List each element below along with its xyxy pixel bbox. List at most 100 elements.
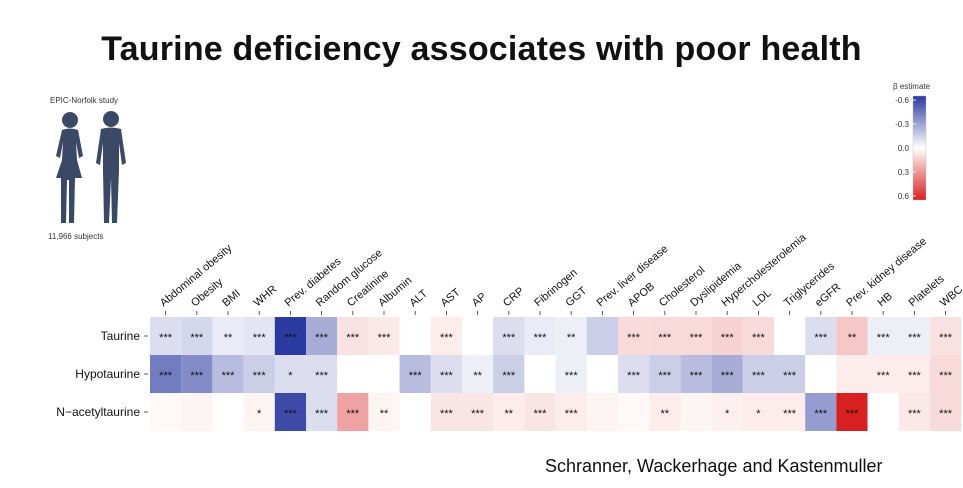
row-labels: Taurine Hypotaurine N−acetyltaurine xyxy=(56,329,148,419)
heatmap-cell xyxy=(274,317,306,355)
heatmap-cell xyxy=(711,355,743,393)
heatmap-cell xyxy=(243,355,275,393)
significance-label: *** xyxy=(534,408,548,420)
significance-label: *** xyxy=(284,408,298,420)
significance-label: * xyxy=(257,408,262,420)
legend-tick-label: -0.6 xyxy=(895,96,909,105)
column-label-hb: HB xyxy=(875,290,894,309)
heatmap-cell xyxy=(649,393,681,431)
heatmap-cell xyxy=(493,393,525,431)
heatmap-cell xyxy=(462,317,494,355)
female-figure-icon xyxy=(56,112,83,223)
significance-label: * xyxy=(725,408,730,420)
heatmap-cell xyxy=(306,355,338,393)
heatmap-cell xyxy=(274,355,306,393)
significance-label: ** xyxy=(224,332,233,344)
significance-label: *** xyxy=(877,332,891,344)
heatmap-cell xyxy=(836,317,868,355)
significance-label: *** xyxy=(502,332,516,344)
significance-label: *** xyxy=(409,370,423,382)
heatmap-cell xyxy=(805,393,837,431)
heatmap-cell xyxy=(774,317,806,355)
heatmap-cell xyxy=(774,393,806,431)
heatmap-cell xyxy=(524,393,556,431)
heatmap-cells: *** *** ** *** *** *** *** *** *** *** *** ** *** ***… xyxy=(150,317,962,431)
heatmap-cell xyxy=(337,393,369,431)
heatmap-cell xyxy=(836,393,868,431)
male-figure-icon xyxy=(96,111,126,223)
subjects-count: 11,966 subjects xyxy=(48,232,104,241)
heatmap-cell xyxy=(586,393,618,431)
row-label-taurine: Taurine xyxy=(101,329,141,343)
significance-label: *** xyxy=(721,332,735,344)
people-icon xyxy=(56,111,126,223)
significance-label: *** xyxy=(346,332,360,344)
heatmap-cell xyxy=(181,393,213,431)
heatmap-cell xyxy=(430,317,462,355)
heatmap-cell xyxy=(898,355,930,393)
column-label-ast: AST xyxy=(439,286,463,309)
significance-label: * xyxy=(288,370,293,382)
significance-label: ** xyxy=(567,332,576,344)
row-label-hypotaurine: Hypotaurine xyxy=(75,367,140,381)
heatmap-cell xyxy=(867,355,899,393)
heatmap-cell xyxy=(867,393,899,431)
heatmap-cell xyxy=(430,393,462,431)
heatmap-cell xyxy=(399,355,431,393)
heatmap-cell xyxy=(243,317,275,355)
column-label-ap: AP xyxy=(470,291,489,310)
column-label-wbc: WBC xyxy=(938,284,963,310)
column-label-crp: CRP xyxy=(501,285,527,309)
heatmap-cell xyxy=(649,355,681,393)
significance-label: *** xyxy=(783,370,797,382)
significance-label: ** xyxy=(505,408,514,420)
heatmap-cell xyxy=(368,317,400,355)
significance-label: *** xyxy=(190,370,204,382)
column-label-bmi: BMI xyxy=(220,288,243,310)
heatmap-cell xyxy=(368,393,400,431)
heatmap-cell xyxy=(243,393,275,431)
significance-label: *** xyxy=(627,370,641,382)
credit-text: Schranner, Wackerhage and Kastenmuller xyxy=(545,456,883,476)
heatmap-cell xyxy=(618,393,650,431)
heatmap-cell xyxy=(680,355,712,393)
significance-label: *** xyxy=(253,332,267,344)
significance-label: *** xyxy=(939,370,953,382)
color-legend: -0.6 -0.3 0.0 0.3 0.6 xyxy=(895,95,927,201)
heatmap-cell xyxy=(150,355,182,393)
significance-label: *** xyxy=(752,332,766,344)
heatmap-cell xyxy=(399,317,431,355)
significance-label: *** xyxy=(222,370,236,382)
significance-label: *** xyxy=(939,408,953,420)
significance-label: *** xyxy=(877,370,891,382)
heatmap-cell xyxy=(805,317,837,355)
heatmap-cell xyxy=(430,355,462,393)
legend-tick-label: 0.3 xyxy=(898,168,910,177)
heatmap-cell xyxy=(555,393,587,431)
legend-tick-label: 0.6 xyxy=(898,192,910,201)
significance-label: *** xyxy=(814,408,828,420)
heatmap-cell xyxy=(586,355,618,393)
significance-label: *** xyxy=(908,370,922,382)
significance-label: * xyxy=(756,408,761,420)
heatmap-cell xyxy=(150,393,182,431)
significance-label: *** xyxy=(159,370,173,382)
heatmap-cell xyxy=(212,355,244,393)
legend-tick-label: 0.0 xyxy=(898,144,910,153)
heatmap-cell xyxy=(493,355,525,393)
heatmap-cell xyxy=(711,317,743,355)
significance-label: *** xyxy=(814,332,828,344)
column-label-whr: WHR xyxy=(251,283,279,309)
heatmap-cell xyxy=(181,317,213,355)
heatmap-cell xyxy=(742,393,774,431)
significance-label: *** xyxy=(253,370,267,382)
significance-label: *** xyxy=(502,370,516,382)
significance-label: *** xyxy=(846,408,860,420)
significance-label: ** xyxy=(661,408,670,420)
significance-label: *** xyxy=(378,332,392,344)
heatmap-cell xyxy=(399,393,431,431)
significance-label: *** xyxy=(690,370,704,382)
chart-title: Taurine deficiency associates with poor … xyxy=(101,30,862,68)
significance-label: *** xyxy=(315,408,329,420)
heatmap-cell xyxy=(586,317,618,355)
